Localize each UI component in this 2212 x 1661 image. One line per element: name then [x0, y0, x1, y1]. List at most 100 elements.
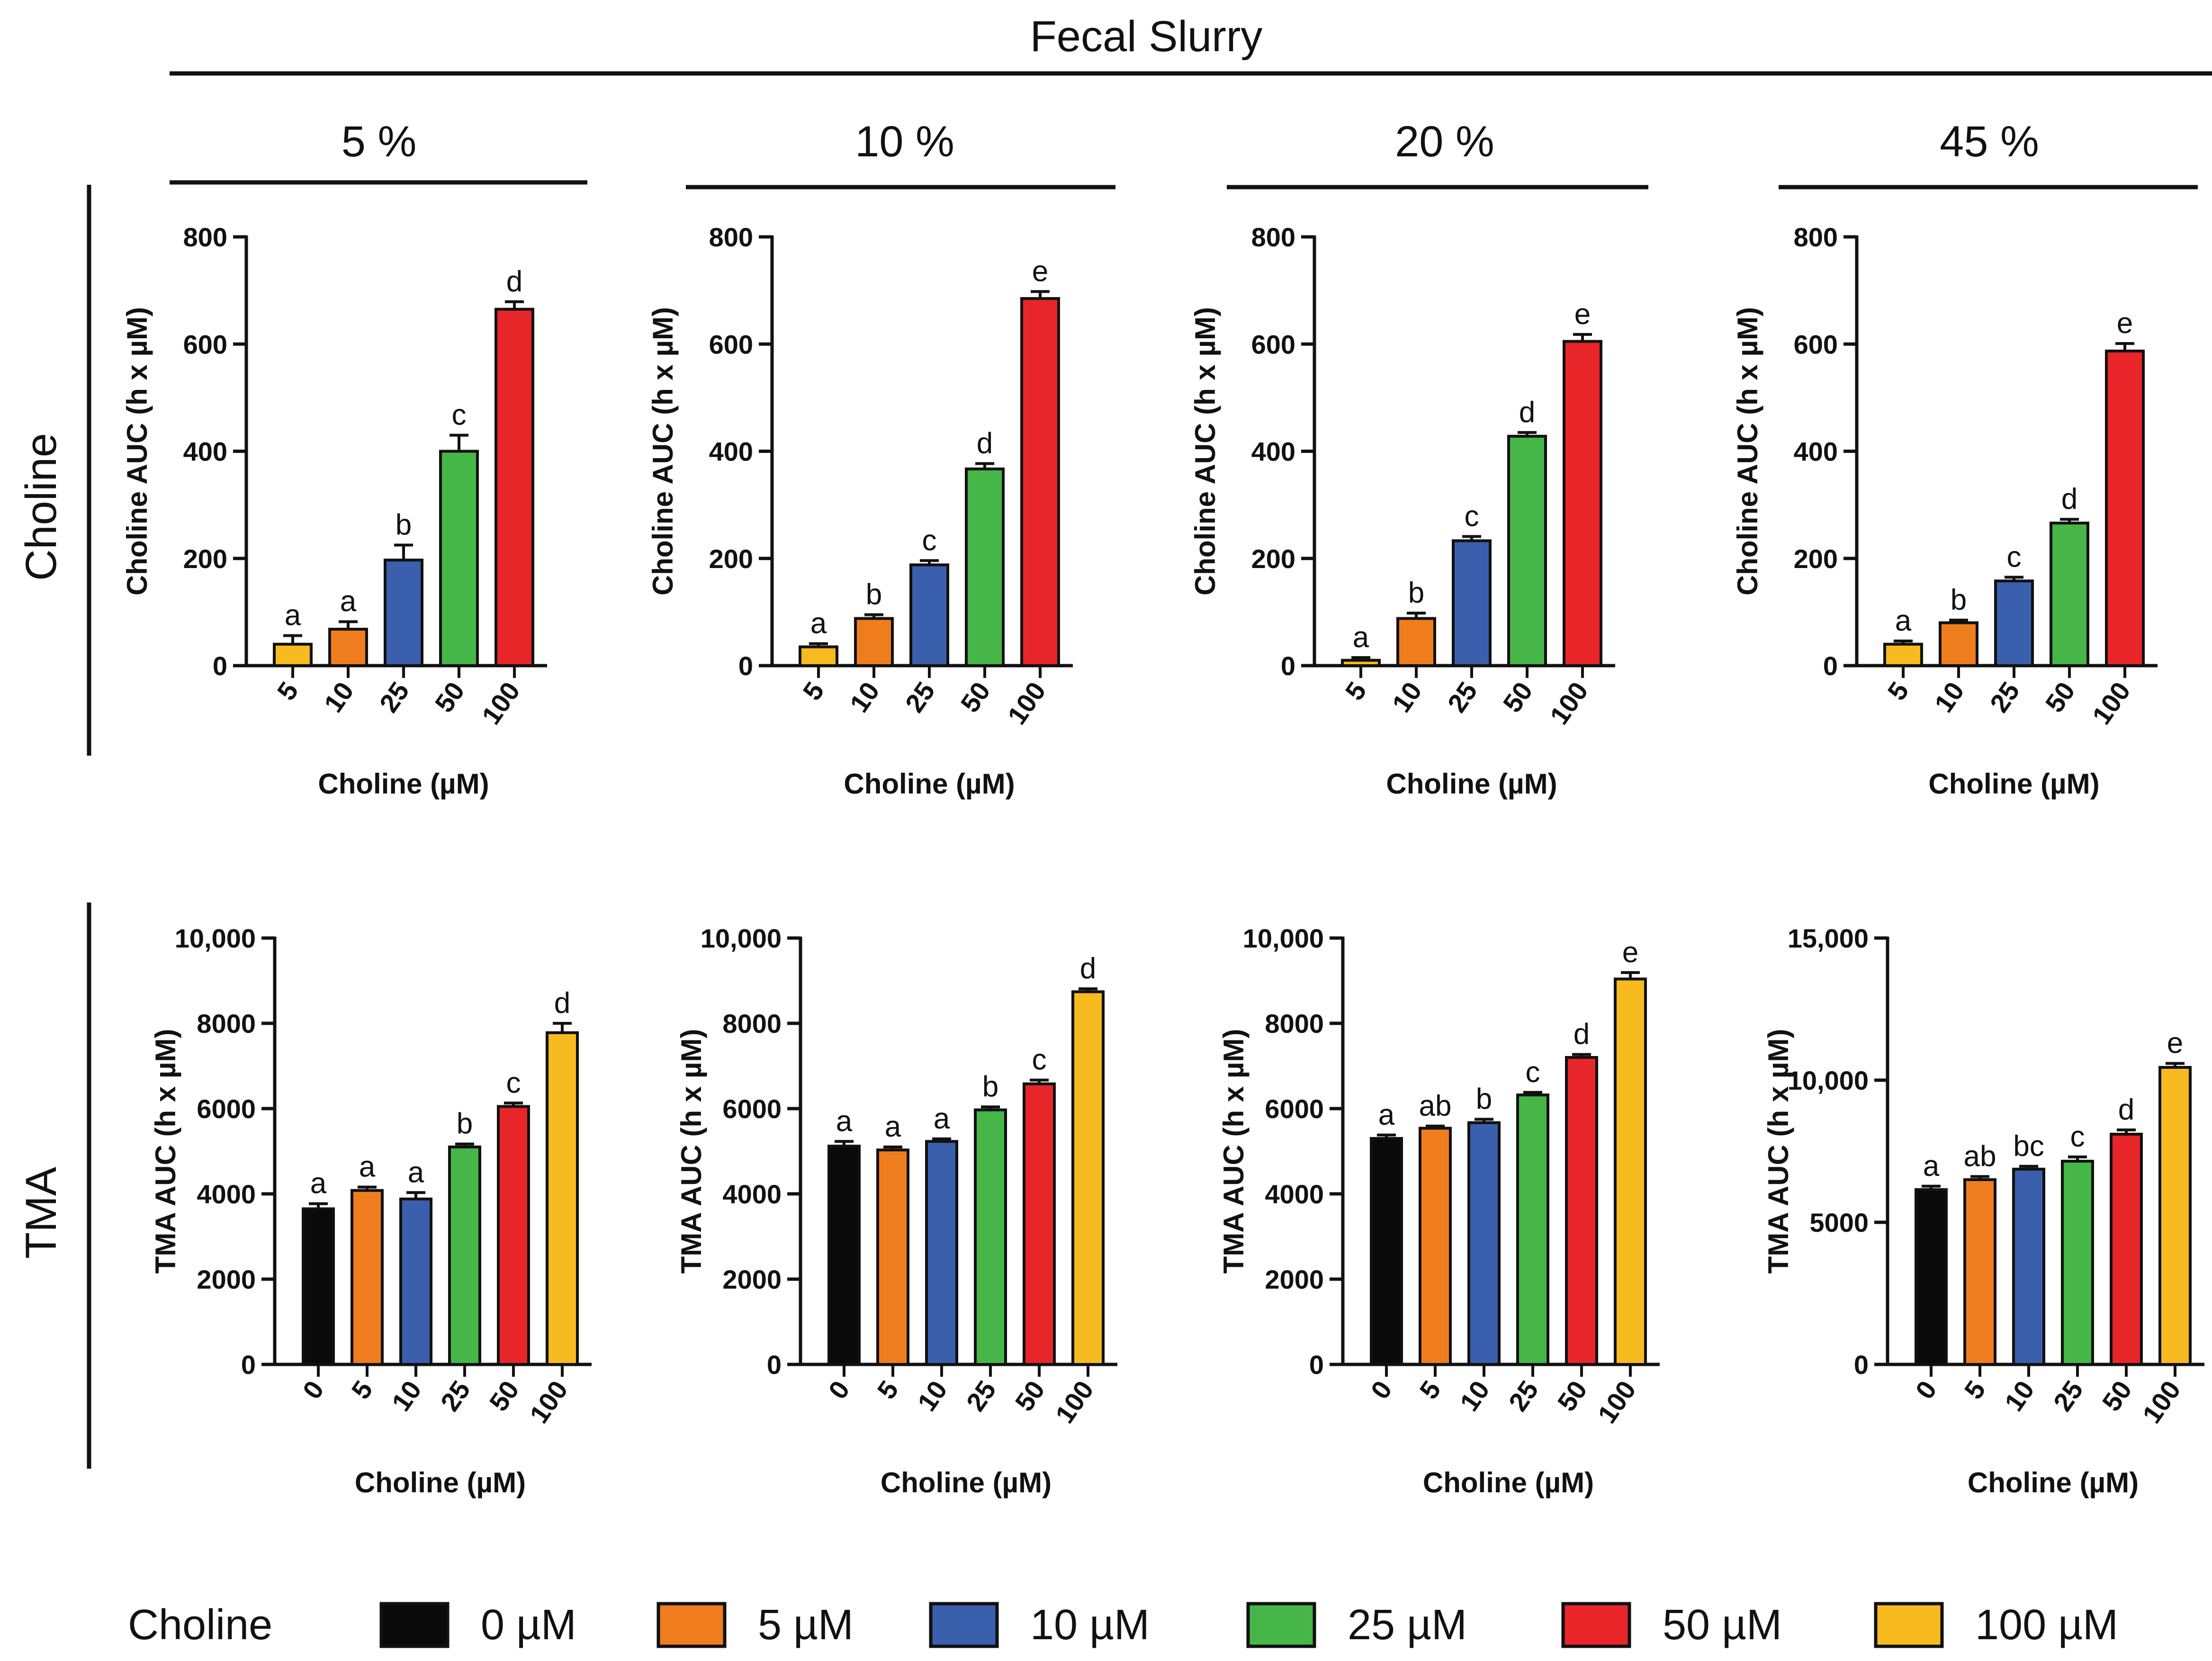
- x-tick-label: 25: [1502, 1375, 1544, 1417]
- bar: [799, 645, 838, 667]
- legend-label: 10 µM: [1030, 1601, 1150, 1649]
- significance-letter: d: [506, 265, 522, 298]
- significance-letter: a: [810, 607, 827, 640]
- y-tick-label: 4000: [197, 1179, 256, 1209]
- bar: [1020, 297, 1060, 667]
- y-tick-label: 0: [1281, 651, 1295, 681]
- y-tick-label: 0: [1854, 1350, 1869, 1380]
- bar: [1071, 990, 1105, 1366]
- significance-letter: e: [2117, 307, 2133, 340]
- panel-title-2: 20 %: [1395, 117, 1494, 166]
- legend-swatch: [1561, 1602, 1631, 1648]
- significance-letter: a: [310, 1167, 327, 1200]
- y-tick-label: 400: [183, 437, 227, 467]
- significance-letter: a: [340, 585, 357, 618]
- x-tick-label: 100: [476, 677, 526, 730]
- significance-letter: e: [2167, 1027, 2183, 1060]
- x-tick-label: 5: [1881, 677, 1914, 706]
- y-tick-label: 600: [1794, 329, 1838, 359]
- y-tick-label: 800: [709, 222, 753, 252]
- legend-swatch: [1246, 1602, 1316, 1648]
- bar: [854, 617, 894, 667]
- significance-letter: b: [1476, 1083, 1492, 1116]
- row-label-tma: TMA: [17, 1166, 65, 1259]
- x-tick-label: 10: [1386, 677, 1427, 718]
- bar: [384, 559, 423, 668]
- chart-choline-5pct: Choline AUC (h x µM) 0 200 400 600 800 a 5 a 10 b 2…: [121, 222, 547, 800]
- bar: [1452, 539, 1492, 667]
- y-axis-label: TMA AUC (h x µM): [675, 1029, 707, 1274]
- bar: [448, 1146, 481, 1366]
- significance-letter: ab: [1964, 1140, 1996, 1173]
- significance-letter: d: [1519, 396, 1535, 429]
- significance-letter: a: [359, 1151, 376, 1183]
- y-tick-label: 2000: [197, 1264, 256, 1294]
- y-tick-label: 800: [183, 222, 227, 252]
- legend-swatch: [379, 1602, 450, 1648]
- x-tick-label: 5: [871, 1375, 904, 1405]
- bar: [965, 467, 1005, 667]
- y-tick-label: 4000: [1265, 1179, 1324, 1209]
- legend-label: 25 µM: [1348, 1601, 1467, 1649]
- bar: [495, 307, 534, 667]
- x-tick-label: 100: [2137, 1375, 2186, 1429]
- y-tick-label: 0: [738, 651, 753, 681]
- bar: [909, 563, 949, 667]
- y-tick-label: 15,000: [1788, 923, 1869, 953]
- x-tick-label: 10: [1454, 1375, 1495, 1417]
- bar: [1516, 1093, 1549, 1366]
- significance-letter: a: [408, 1156, 424, 1189]
- significance-letter: a: [836, 1105, 853, 1137]
- bar: [1023, 1082, 1056, 1366]
- chart-tma-5pct: TMA AUC (h x µM) 0 2000 4000 6000 8000 10,000 a…: [150, 923, 592, 1499]
- x-tick-label: 25: [960, 1375, 1001, 1417]
- significance-letter: a: [934, 1102, 950, 1135]
- x-tick-label: 10: [1998, 1375, 2040, 1417]
- x-tick-label: 5: [1958, 1375, 1991, 1405]
- x-tick-label: 5: [1413, 1375, 1446, 1405]
- significance-letter: d: [1080, 952, 1096, 985]
- bar: [1994, 579, 2034, 667]
- x-tick-label: 5: [345, 1375, 378, 1405]
- significance-letter: b: [982, 1070, 998, 1103]
- x-tick-label: 25: [1441, 677, 1483, 718]
- y-tick-label: 5000: [1809, 1208, 1869, 1237]
- x-tick-label: 100: [1002, 677, 1052, 730]
- x-tick-label: 100: [524, 1375, 574, 1429]
- significance-letter: d: [1574, 1018, 1590, 1051]
- x-tick-label: 25: [899, 677, 940, 718]
- significance-letter: c: [922, 524, 937, 557]
- legend-swatch: [1874, 1602, 1944, 1648]
- legend: Choline 0 µM 5 µM 10 µM 25 µM 50 µM 100 µM: [128, 1601, 2118, 1649]
- bar: [2158, 1066, 2192, 1366]
- x-tick-label: 25: [1984, 677, 2025, 718]
- panel-title-3: 45 %: [1940, 117, 2039, 166]
- bar: [1370, 1137, 1403, 1366]
- y-tick-label: 0: [241, 1350, 256, 1380]
- y-tick-label: 4000: [722, 1179, 782, 1209]
- y-tick-label: 200: [709, 544, 753, 574]
- legend-label: 100 µM: [1975, 1601, 2118, 1649]
- y-axis-label: Choline AUC (h x µM): [647, 307, 679, 596]
- bar: [2012, 1167, 2045, 1366]
- bar: [1939, 621, 1978, 667]
- y-tick-label: 200: [1794, 544, 1838, 574]
- bar: [399, 1197, 432, 1366]
- x-tick-label: 50: [2039, 677, 2080, 718]
- bar: [827, 1145, 861, 1366]
- x-tick-label: 10: [318, 677, 359, 718]
- x-tick-label: 50: [1497, 677, 1538, 718]
- significance-letter: e: [1032, 255, 1048, 288]
- significance-letter: c: [1032, 1044, 1047, 1076]
- y-axis-label: Choline AUC (h x µM): [1189, 307, 1221, 596]
- significance-letter: a: [285, 599, 301, 632]
- bar: [1467, 1121, 1501, 1366]
- chart-choline-45pct: Choline AUC (h x µM) 0 200 400 600 800 a 5 b 10 c 2…: [1732, 222, 2158, 800]
- legend-label: 5 µM: [758, 1601, 854, 1649]
- x-tick-label: 25: [434, 1375, 476, 1417]
- x-tick-label: 10: [1928, 677, 1969, 718]
- y-tick-label: 600: [709, 329, 753, 359]
- x-tick-label: 50: [954, 677, 996, 718]
- bar: [328, 628, 368, 667]
